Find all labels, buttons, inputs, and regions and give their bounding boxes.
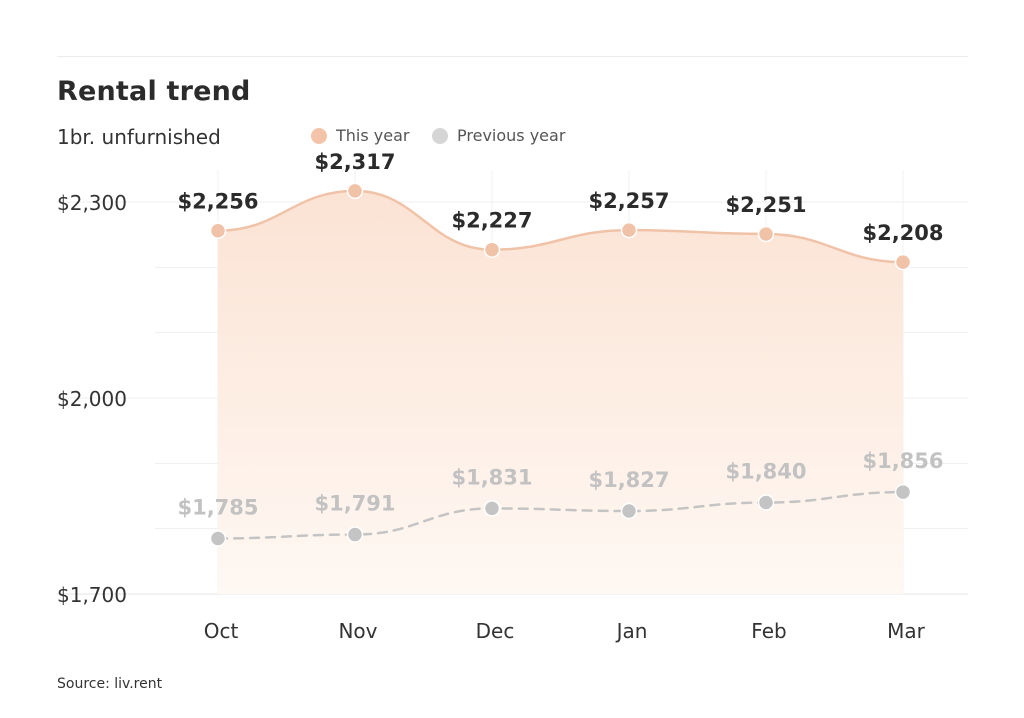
line-previous-year <box>216 490 905 540</box>
data-label-this-year: $2,256 <box>177 190 258 214</box>
data-label-this-year: $2,317 <box>314 150 395 174</box>
point-previous-year <box>209 530 227 547</box>
point-this-year <box>483 241 501 258</box>
y-tick-label: $2,300 <box>57 191 127 215</box>
point-previous-year <box>346 526 364 543</box>
data-label-this-year: $2,257 <box>588 189 669 213</box>
x-tick-label: Feb <box>751 619 786 643</box>
data-label-previous-year: $1,785 <box>177 495 258 519</box>
point-this-year <box>894 253 912 271</box>
data-label-this-year: $2,251 <box>725 193 806 217</box>
x-tick-label: Jan <box>615 619 648 643</box>
top-divider <box>57 56 968 57</box>
area-this-year <box>218 190 903 595</box>
point-this-year <box>346 182 364 200</box>
legend-label-this-year: This year <box>336 126 410 145</box>
y-tick-label: $1,700 <box>57 583 127 607</box>
legend-item-this-year: This year <box>311 126 409 145</box>
data-label-this-year: $2,208 <box>862 221 943 245</box>
source-note: Source: liv.rent <box>57 676 163 692</box>
point-previous-year <box>483 500 501 517</box>
x-tick-label: Nov <box>338 619 377 643</box>
data-label-previous-year: $1,856 <box>862 449 943 473</box>
legend-marker-this-year <box>311 127 327 144</box>
chart-title: Rental trend <box>57 76 251 107</box>
point-previous-year <box>894 483 912 501</box>
point-previous-year <box>757 494 775 511</box>
line-this-year <box>216 189 905 264</box>
point-previous-year <box>620 502 638 520</box>
point-this-year <box>209 222 227 239</box>
data-label-this-year: $2,227 <box>451 209 532 233</box>
point-this-year <box>620 221 638 239</box>
legend-marker-previous-year <box>432 127 448 144</box>
chart-subtitle: 1br. unfurnished <box>57 125 221 149</box>
data-label-previous-year: $1,791 <box>314 492 395 516</box>
data-label-previous-year: $1,840 <box>725 460 806 484</box>
data-label-previous-year: $1,827 <box>588 468 669 492</box>
legend-item-previous-year: Previous year <box>432 126 565 145</box>
x-tick-label: Mar <box>887 619 926 643</box>
point-this-year <box>757 225 775 243</box>
legend-label-previous-year: Previous year <box>457 126 566 145</box>
x-tick-label: Oct <box>204 619 239 643</box>
y-tick-label: $2,000 <box>57 387 127 411</box>
x-tick-label: Dec <box>476 619 515 643</box>
data-label-previous-year: $1,831 <box>451 465 532 489</box>
